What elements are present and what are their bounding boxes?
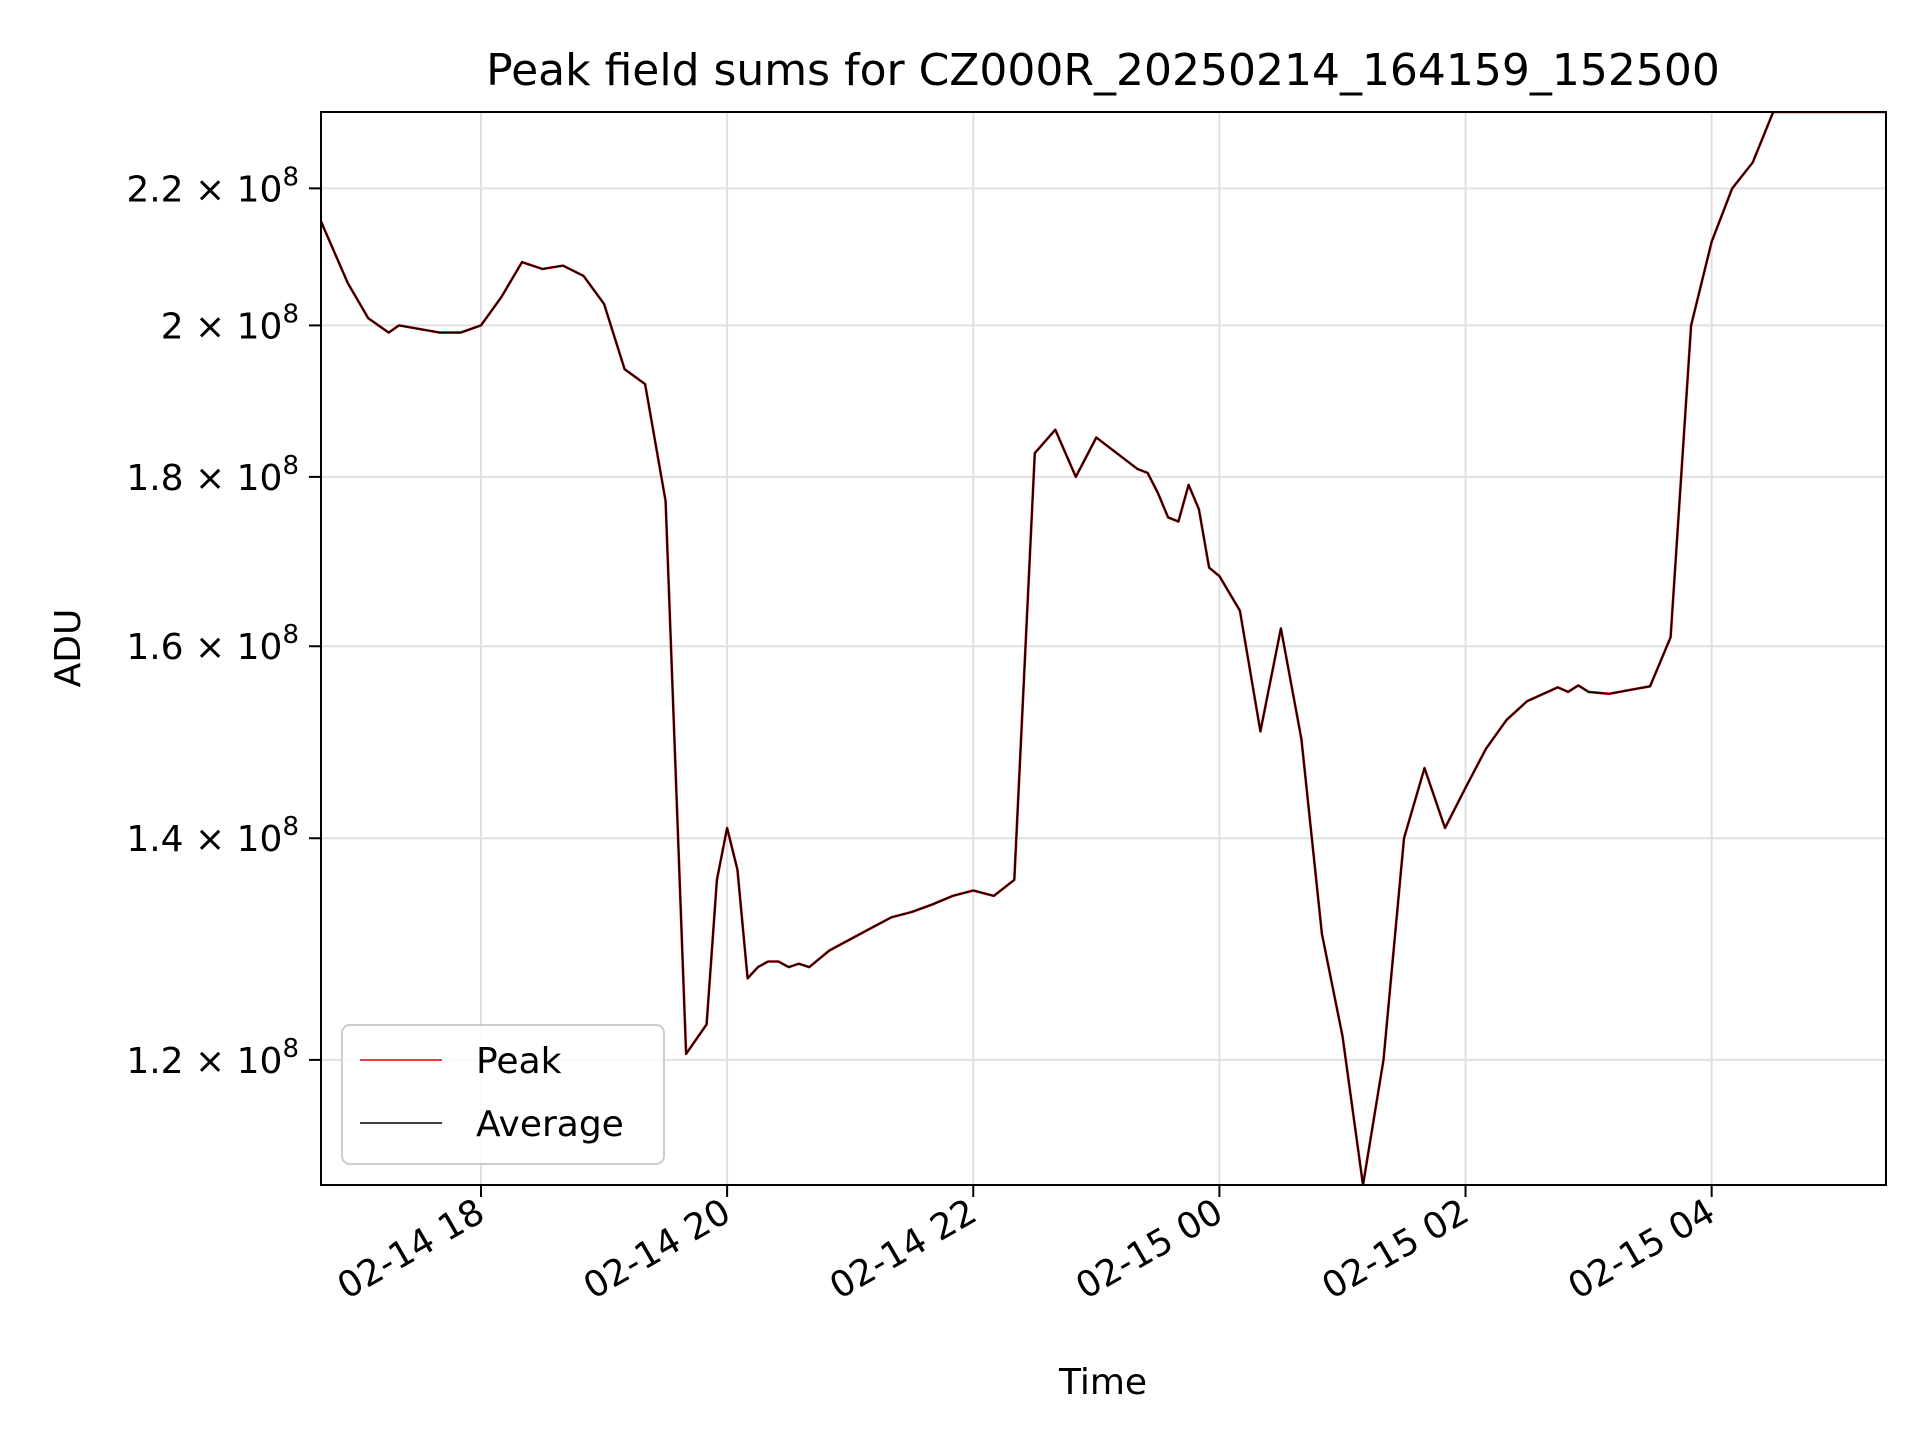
chart-title: Peak field sums for CZ000R_20250214_1641… [486,45,1720,96]
y-tick-label: 2 × 108 [161,299,299,347]
y-axis-ticks: 1.2 × 108 1.4 × 108 1.6 × 108 1.8 × 108 2 × … [126,162,321,1082]
y-tick-label: 1.4 × 108 [126,812,299,860]
series-line-average [321,112,1886,1185]
y-tick-label: 1.2 × 108 [126,1034,299,1082]
y-tick-label: 1.6 × 108 [126,620,299,668]
legend-label-average: Average [476,1104,624,1145]
y-axis-label: ADU [48,609,89,688]
y-tick-label: 1.8 × 108 [126,451,299,499]
legend: Peak Average [341,1024,665,1165]
x-axis-label: Time [1058,1362,1147,1403]
plot-frame [320,111,1887,1186]
y-tick-label: 2.2 × 108 [126,162,299,210]
legend-label-peak: Peak [476,1041,562,1082]
series-layer [321,112,1886,1185]
grid-lines [321,112,1886,1185]
